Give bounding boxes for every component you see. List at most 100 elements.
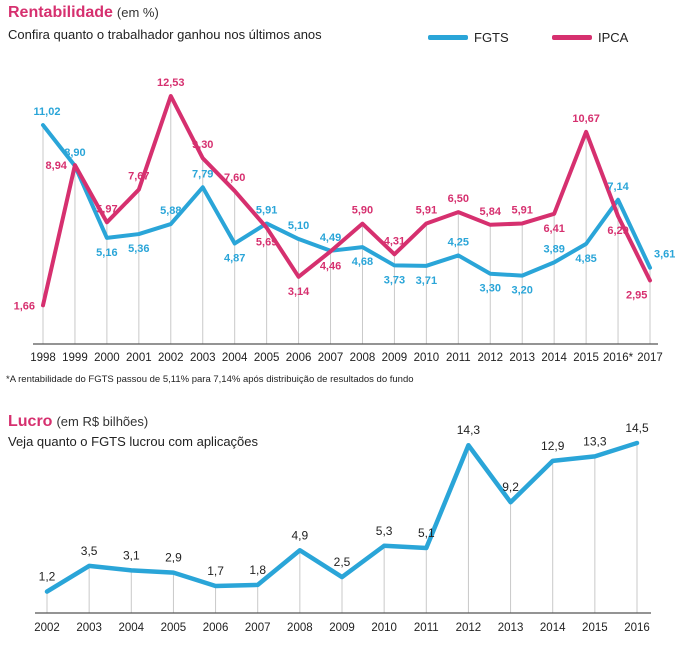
ipca-data-label: 7,67 bbox=[128, 171, 149, 183]
ipca-data-label: 4,31 bbox=[384, 235, 405, 247]
lucro-data-label: 2,9 bbox=[165, 551, 182, 565]
lucro-data-label: 12,9 bbox=[541, 439, 565, 453]
fgts-data-label: 8,90 bbox=[64, 147, 85, 159]
fgts-data-label: 3,89 bbox=[543, 243, 564, 255]
ipca-data-label: 4,46 bbox=[320, 260, 341, 272]
ipca-data-label: 5,97 bbox=[96, 203, 117, 215]
fgts-data-label: 3,73 bbox=[384, 274, 405, 286]
x-tick-label: 2004 bbox=[118, 622, 144, 634]
ipca-data-label: 5,91 bbox=[416, 204, 437, 216]
lucro-data-label: 5,3 bbox=[376, 524, 393, 538]
x-tick-label: 2014 bbox=[541, 352, 567, 364]
lucro-data-label: 13,3 bbox=[583, 434, 607, 448]
x-tick-label: 2008 bbox=[350, 352, 376, 364]
lucro-data-label: 14,5 bbox=[625, 421, 649, 435]
x-tick-label: 2012 bbox=[477, 352, 503, 364]
fgts-data-label: 5,88 bbox=[160, 205, 181, 217]
x-tick-label: 2006 bbox=[286, 352, 312, 364]
ipca-data-label: 6,41 bbox=[543, 223, 564, 235]
lucro-data-label: 2,5 bbox=[334, 555, 351, 569]
x-tick-label: 2017 bbox=[637, 352, 663, 364]
x-tick-label: 2002 bbox=[158, 352, 184, 364]
fgts-data-label: 7,79 bbox=[192, 168, 213, 180]
chart2-subtitle: Veja quanto o FGTS lucrou com aplicações bbox=[8, 434, 259, 449]
fgts-data-label: 4,25 bbox=[448, 236, 469, 248]
ipca-data-label: 7,60 bbox=[224, 172, 245, 184]
fgts-data-label: 4,49 bbox=[320, 232, 341, 244]
ipca-data-label: 5,84 bbox=[480, 206, 502, 218]
ipca-data-label: 2,95 bbox=[626, 289, 647, 301]
x-tick-label: 1998 bbox=[30, 352, 56, 364]
x-tick-label: 2010 bbox=[371, 622, 397, 634]
x-tick-label: 2000 bbox=[94, 352, 120, 364]
x-tick-label: 2005 bbox=[254, 352, 280, 364]
fgts-data-label: 7,14 bbox=[607, 181, 629, 193]
legend-fgts-swatch bbox=[428, 35, 468, 40]
x-tick-label: 2013 bbox=[509, 352, 535, 364]
x-tick-label: 2010 bbox=[414, 352, 440, 364]
ipca-data-label: 10,67 bbox=[572, 113, 600, 125]
lucro-data-label: 9,2 bbox=[502, 480, 519, 494]
ipca-data-label: 12,53 bbox=[157, 77, 185, 89]
fgts-data-label: 5,36 bbox=[128, 243, 149, 255]
x-tick-label: 1999 bbox=[62, 352, 88, 364]
fgts-data-label: 5,10 bbox=[288, 220, 309, 232]
lucro-data-label: 1,8 bbox=[249, 563, 266, 577]
ipca-data-label: 6,50 bbox=[448, 193, 469, 205]
ipca-data-label: 8,94 bbox=[46, 160, 68, 172]
x-tick-label: 2012 bbox=[456, 622, 482, 634]
fgts-data-label: 11,02 bbox=[34, 106, 61, 118]
chart2-title-text: Lucro bbox=[8, 413, 53, 430]
x-tick-label: 2013 bbox=[498, 622, 524, 634]
legend-ipca-label: IPCA bbox=[598, 30, 629, 45]
chart1-title-text: Rentabilidade bbox=[8, 4, 113, 21]
x-tick-label: 2007 bbox=[245, 622, 271, 634]
x-tick-label: 2011 bbox=[446, 352, 471, 364]
fgts-data-label: 4,68 bbox=[352, 256, 373, 268]
chart1-title: Rentabilidade (em %) bbox=[8, 4, 159, 22]
x-tick-label: 2001 bbox=[126, 352, 152, 364]
x-tick-label: 2003 bbox=[76, 622, 102, 634]
ipca-data-label: 3,14 bbox=[288, 286, 310, 298]
fgts-data-label: 3,30 bbox=[480, 283, 501, 295]
legend-fgts: FGTS bbox=[428, 30, 509, 45]
fgts-data-label: 4,85 bbox=[575, 253, 596, 265]
lucro-data-label: 3,5 bbox=[81, 544, 98, 558]
chart1-subtitle: Confira quanto o trabalhador ganhou nos … bbox=[8, 27, 322, 42]
x-tick-label: 2014 bbox=[540, 622, 566, 634]
lucro-data-label: 4,9 bbox=[292, 528, 309, 542]
legend-ipca-swatch bbox=[552, 35, 592, 40]
chart1-unit: (em %) bbox=[116, 5, 159, 20]
x-tick-label: 2004 bbox=[222, 352, 248, 364]
x-tick-label: 2005 bbox=[161, 622, 187, 634]
lucro-data-label: 14,3 bbox=[457, 423, 481, 437]
ipca-data-label: 5,90 bbox=[352, 205, 373, 217]
ipca-data-label: 5,69 bbox=[256, 237, 277, 249]
x-tick-label: 2008 bbox=[287, 622, 313, 634]
lucro-data-label: 5,1 bbox=[418, 526, 435, 540]
fgts-data-label: 3,61 bbox=[654, 249, 675, 261]
x-tick-label: 2009 bbox=[382, 352, 408, 364]
x-tick-label: 2002 bbox=[34, 622, 60, 634]
legend-ipca: IPCA bbox=[552, 30, 628, 45]
x-tick-label: 2007 bbox=[318, 352, 344, 364]
x-tick-label: 2016* bbox=[603, 352, 634, 364]
ipca-line bbox=[41, 94, 652, 308]
fgts-data-label: 3,71 bbox=[416, 275, 437, 287]
fgts-data-label: 5,91 bbox=[256, 204, 277, 216]
x-tick-label: 2015 bbox=[582, 622, 608, 634]
fgts-data-label: 5,16 bbox=[96, 247, 117, 259]
chart2-title: Lucro (em R$ bilhões) bbox=[8, 413, 148, 431]
lucro-data-label: 3,1 bbox=[123, 548, 140, 562]
lucro-line bbox=[44, 440, 640, 594]
lucro-data-label: 1,2 bbox=[39, 570, 56, 584]
x-tick-label: 2003 bbox=[190, 352, 216, 364]
x-tick-label: 2006 bbox=[203, 622, 229, 634]
ipca-data-label: 1,66 bbox=[14, 300, 35, 312]
ipca-data-label: 6,29 bbox=[607, 225, 628, 237]
chart1-footnote: *A rentabilidade do FGTS passou de 5,11%… bbox=[6, 374, 414, 385]
fgts-data-label: 4,87 bbox=[224, 252, 245, 264]
ipca-data-label: 9,30 bbox=[192, 139, 213, 151]
legend-fgts-label: FGTS bbox=[474, 30, 509, 45]
